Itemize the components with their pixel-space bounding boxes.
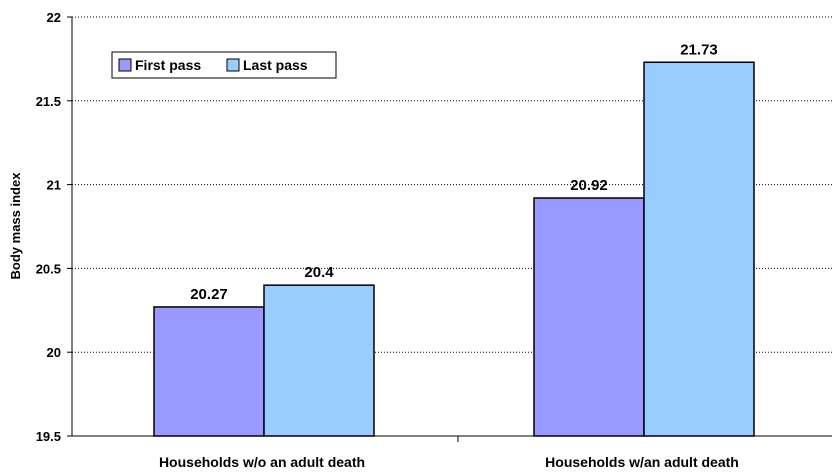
y-tick-label: 20 bbox=[47, 345, 61, 360]
y-tick-label: 21 bbox=[47, 178, 61, 193]
y-axis-title: Body mass index bbox=[8, 172, 23, 280]
data-label: 21.73 bbox=[680, 41, 718, 58]
x-category-label: Households w/an adult death bbox=[545, 454, 739, 470]
y-tick-labels: 19.5 20 20.5 21 21.5 22 bbox=[36, 10, 61, 444]
legend-label-first-pass: First pass bbox=[135, 57, 201, 73]
y-tick-label: 19.5 bbox=[36, 429, 61, 444]
bars bbox=[153, 61, 755, 437]
data-label: 20.4 bbox=[304, 264, 334, 281]
y-tick-label: 22 bbox=[47, 10, 61, 25]
legend-swatch-last-pass bbox=[226, 58, 240, 72]
bar-last-pass bbox=[263, 284, 375, 437]
data-labels: 20.27 20.4 20.92 21.73 bbox=[190, 41, 718, 303]
legend-swatch-first-pass bbox=[118, 58, 132, 72]
x-category-label: Households w/o an adult death bbox=[159, 454, 365, 470]
legend-label-last-pass: Last pass bbox=[243, 57, 308, 73]
y-tick-label: 21.5 bbox=[36, 94, 61, 109]
bar-first-pass bbox=[533, 197, 645, 437]
y-tick-label: 20.5 bbox=[36, 261, 61, 276]
data-label: 20.27 bbox=[190, 286, 228, 303]
x-category-labels: Households w/o an adult death Households … bbox=[159, 454, 739, 470]
legend: First pass Last pass bbox=[111, 51, 337, 79]
bar-first-pass bbox=[153, 306, 265, 437]
data-label: 20.92 bbox=[570, 177, 608, 194]
legend-box bbox=[111, 51, 337, 79]
bar-last-pass bbox=[643, 61, 755, 437]
